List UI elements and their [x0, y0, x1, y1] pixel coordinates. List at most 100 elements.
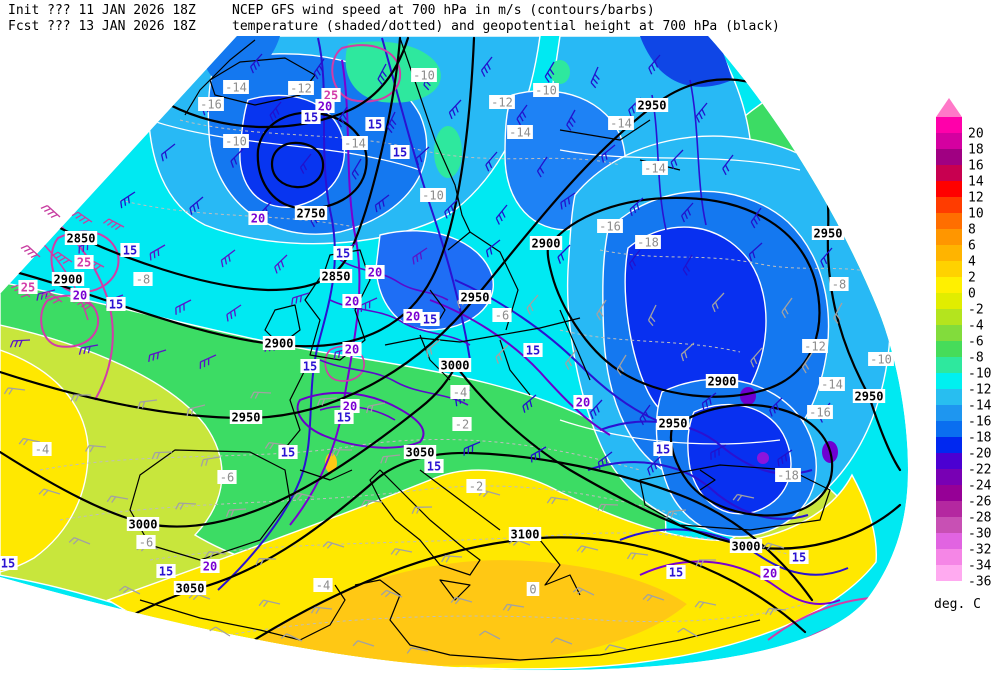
wind-barb: [230, 148, 244, 168]
wind-barb: [722, 154, 734, 176]
label-box: [340, 399, 360, 413]
wind-barb: [380, 589, 403, 598]
coastline: [639, 464, 831, 531]
contour-label: 15: [109, 298, 123, 312]
temperature-colorbar: 20181614121086420-2-4-6-8-10-12-14-16-18…: [934, 98, 992, 612]
wind-barb: [3, 387, 26, 395]
wind-barb: [85, 444, 107, 453]
label-box: [411, 68, 437, 82]
contour-label: 2900: [708, 375, 737, 389]
label-box: [760, 566, 780, 580]
wind-barb: [463, 441, 481, 456]
temperature-labels: -14 -12-16-10 -14-10-10-12-14-10-14-14-16-…: [32, 68, 894, 597]
wind-barb: [377, 63, 387, 85]
wind-speed-contour: [454, 279, 669, 426]
label-box: [452, 417, 472, 431]
colorbar-tick-label: 14: [968, 175, 984, 190]
colorbar-swatch: [936, 213, 962, 229]
contour-label: 15: [337, 411, 351, 425]
temperature-dotted-contour: [119, 199, 361, 229]
label-box: [819, 377, 845, 391]
label-box: [489, 95, 515, 109]
temperature-dotted-contour: [559, 329, 741, 353]
label-box: [248, 211, 268, 225]
wind-barb: [601, 144, 616, 163]
colorbar-swatch: [936, 437, 962, 453]
wind-barb-field: [3, 53, 843, 654]
label-box: [529, 236, 563, 250]
wind-barb: [550, 637, 573, 645]
contour-label: 20: [406, 310, 420, 324]
label-box: [64, 231, 98, 245]
wind-barb: [536, 156, 548, 178]
contour-label: 15: [304, 111, 318, 125]
label-box: [466, 479, 486, 493]
wind-barb: [226, 304, 242, 322]
contour-label: 2850: [67, 232, 96, 246]
wind-barb: [337, 106, 348, 128]
label-box: [223, 80, 249, 94]
colorbar-swatch: [936, 165, 962, 181]
wind-barb: [495, 344, 509, 364]
wind-barb: [137, 399, 158, 409]
wind-barb: [557, 244, 571, 264]
label-box: [789, 550, 809, 564]
temperature-shading-region: [740, 387, 756, 405]
contour-label: 15: [423, 313, 437, 327]
contour-label: -14: [821, 378, 843, 392]
colorbar-tick-label: 6: [968, 239, 976, 254]
label-box: [342, 294, 362, 308]
wind-barb: [40, 205, 61, 218]
label-box: [342, 342, 362, 356]
contour-label: 2900: [532, 237, 561, 251]
label-box: [403, 445, 437, 459]
label-box: [450, 385, 470, 399]
colorbar-swatch: [936, 565, 962, 581]
wind-barb: [280, 633, 303, 642]
colorbar-tick-label: -18: [968, 431, 991, 446]
chart-header: Init ??? 11 JAN 2026 18Z NCEP GFS wind s…: [0, 0, 1000, 34]
label-box: [597, 219, 623, 233]
temp-product-title: temperature (shaded/dotted) and geopoten…: [232, 19, 780, 34]
colorbar-swatch: [936, 341, 962, 357]
coastline: [419, 469, 501, 531]
wind-barb: [677, 627, 699, 638]
wind-barb: [106, 495, 129, 503]
wind-barb: [20, 245, 41, 258]
colorbar-swatch: [936, 293, 962, 309]
wind-barb: [695, 559, 716, 567]
wind-barb: [51, 251, 73, 265]
wind-barb: [833, 302, 843, 324]
wind-speed-contour: [619, 528, 849, 576]
temperature-shading-region: [757, 452, 769, 464]
wind-barb: [670, 149, 684, 169]
label-box: [420, 312, 440, 326]
contour-label: 20: [763, 567, 777, 581]
wind-barb: [316, 397, 338, 406]
wind-barb: [118, 585, 141, 595]
contour-label: -6: [220, 471, 234, 485]
label-box: [868, 352, 894, 366]
wind-speed-contour: [429, 299, 611, 436]
wind-barb: [148, 349, 167, 362]
label-box: [802, 339, 828, 353]
wind-barb: [680, 342, 695, 362]
wind-barb: [199, 354, 217, 369]
wind-speed-contour: [689, 79, 707, 226]
contour-label: 15: [123, 244, 137, 258]
label-box: [729, 539, 763, 553]
wind-barb: [70, 394, 91, 402]
label-box: [0, 556, 18, 570]
contour-label: 3050: [176, 582, 205, 596]
label-box: [173, 581, 207, 595]
contour-label: 3000: [129, 518, 158, 532]
coastline: [384, 317, 581, 346]
colorbar-swatch: [936, 149, 962, 165]
contour-label: -2: [455, 418, 469, 432]
contour-label: 20: [73, 289, 87, 303]
wind-barb: [572, 586, 595, 596]
wind-barb: [777, 449, 793, 467]
wind-barb: [41, 291, 63, 304]
wind-speed-contour: [767, 597, 873, 641]
label-box: [365, 265, 385, 279]
